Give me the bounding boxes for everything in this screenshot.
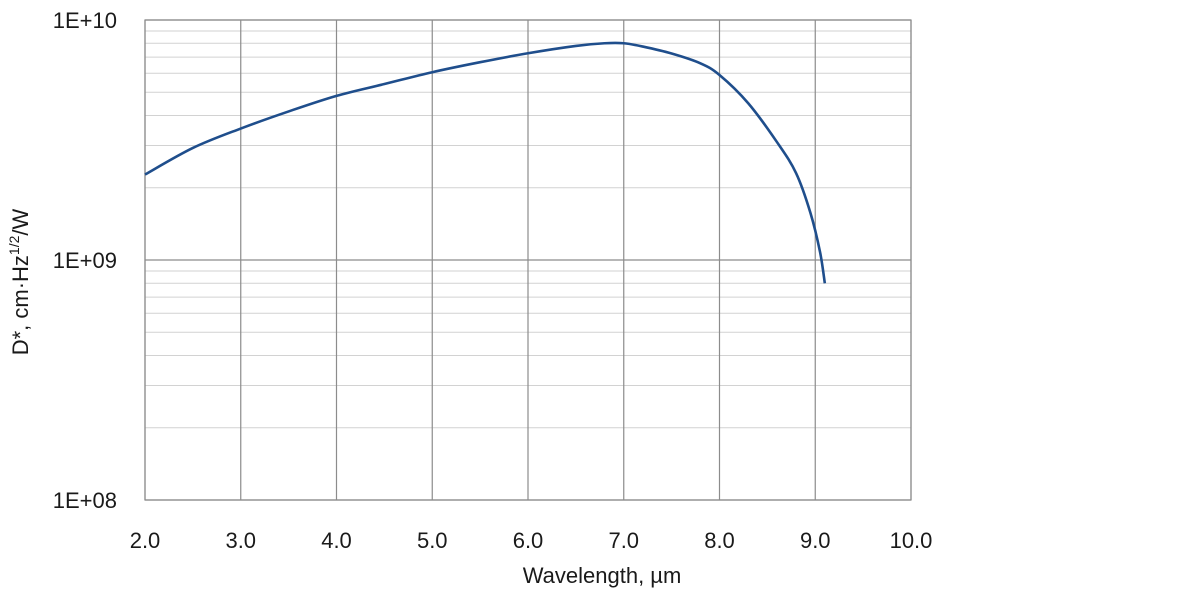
series-line	[144, 41, 827, 284]
plot-frame	[144, 19, 912, 501]
y-tick-label: 1E+10	[53, 8, 117, 33]
x-tick-label: 9.0	[800, 528, 831, 553]
y-tick-label: 1E+08	[53, 488, 117, 513]
y-tick-labels: 1E+08 1E+09 1E+10	[53, 8, 117, 513]
y-axis-label-superscript: 1/2	[6, 235, 22, 255]
series-layer	[144, 41, 827, 284]
y-axis-label-suffix: /W	[8, 208, 33, 235]
x-axis-label: Wavelength, µm	[523, 563, 682, 588]
x-tick-label: 8.0	[704, 528, 735, 553]
x-tick-label: 3.0	[225, 528, 256, 553]
y-axis-label-prefix: D*, cm·Hz	[8, 255, 33, 355]
y-tick-label: 1E+09	[53, 248, 117, 273]
x-tick-label: 5.0	[417, 528, 448, 553]
x-tick-labels: 2.0 3.0 4.0 5.0 6.0 7.0 8.0 9.0 10.0	[130, 528, 933, 553]
y-axis-label: D*, cm·Hz1/2/W	[6, 208, 33, 355]
x-tick-label: 4.0	[321, 528, 352, 553]
x-tick-label: 10.0	[890, 528, 933, 553]
x-tick-label: 7.0	[608, 528, 639, 553]
x-tick-label: 2.0	[130, 528, 161, 553]
x-tick-label: 6.0	[513, 528, 544, 553]
